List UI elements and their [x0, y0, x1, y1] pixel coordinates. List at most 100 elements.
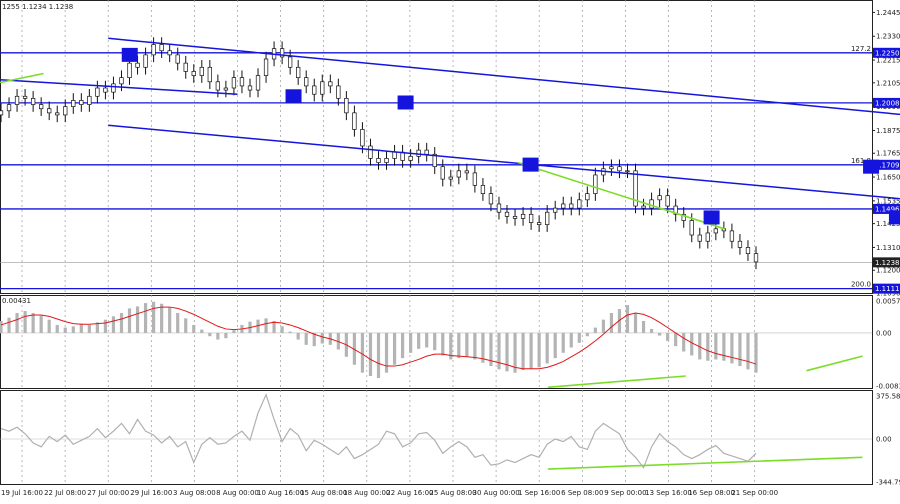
cci-axis-label: -344.79: [876, 479, 900, 487]
x-axis-tick-label: 27 Jul 00:00: [87, 489, 129, 497]
price-tag-box: [873, 283, 900, 294]
candle-body: [432, 153, 437, 168]
candle-body: [472, 172, 478, 186]
macd-histogram-bar: [152, 301, 156, 333]
candle-body: [296, 66, 301, 79]
x-axis-tick-label: 13 Sep 16:00: [645, 489, 692, 497]
price-axis-label: 1.1200: [876, 267, 900, 275]
candle-body: [520, 213, 526, 219]
candle-body: [0, 110, 4, 116]
candle-body: [199, 66, 204, 76]
price-axis-label: 1.2445: [876, 9, 900, 17]
candle-body: [360, 129, 365, 147]
macd-histogram-bar: [706, 332, 710, 361]
candle-body: [753, 253, 759, 263]
signal-marker-box: [703, 210, 720, 225]
macd-histogram-bar: [617, 309, 622, 333]
macd-histogram-bar: [754, 332, 758, 373]
macd-histogram-bar: [577, 332, 581, 343]
candle-body: [312, 85, 317, 95]
candle-body: [22, 95, 28, 99]
candle-body: [440, 166, 445, 180]
candle-body: [223, 87, 229, 91]
macd-histogram-bar: [111, 316, 116, 333]
x-axis-tick-label: 8 Aug 00:00: [216, 489, 259, 497]
signal-marker-box: [522, 157, 539, 172]
macd-histogram-bar: [368, 332, 373, 377]
candle-body: [151, 44, 156, 56]
macd-histogram-bar: [71, 326, 75, 333]
signal-marker-box: [397, 95, 414, 110]
macd-histogram-bar: [465, 332, 469, 357]
x-axis-tick-label: 6 Sep 08:00: [561, 489, 603, 497]
cci-axis-label: 0.00: [876, 436, 892, 444]
macd-histogram-bar: [730, 332, 734, 364]
candle-body: [352, 112, 357, 130]
macd-histogram-bar: [649, 328, 654, 333]
price-tag-label: 1.1111: [875, 285, 900, 293]
candle-body: [649, 199, 654, 209]
macd-histogram-bar: [746, 332, 750, 370]
candle-body: [215, 81, 221, 91]
candle-body: [191, 71, 196, 76]
macd-histogram-bar: [545, 332, 549, 364]
macd-histogram-bar: [39, 315, 43, 333]
macd-histogram-bar: [55, 324, 59, 333]
macd-histogram-bar: [296, 332, 300, 340]
current-price-tag-box: [873, 257, 900, 268]
candle-body: [328, 81, 333, 87]
candle-body: [496, 203, 502, 213]
candle-body: [448, 176, 453, 180]
macd-histogram-bar: [641, 320, 646, 333]
macd-axis-label: 0.00572: [876, 298, 900, 306]
x-axis-tick-label: 29 Jul 16:00: [130, 489, 172, 497]
price-axis-label: 1.2330: [876, 33, 900, 41]
x-axis-tick-label: 30 Aug 00:00: [472, 489, 519, 497]
candle-body: [119, 77, 124, 85]
price-tag-box: [873, 159, 900, 170]
candle-body: [689, 220, 694, 236]
macd-histogram-bar: [714, 332, 718, 360]
macd-value-label: 0.00431: [2, 297, 31, 305]
candle-body: [713, 228, 718, 234]
candle-body: [424, 149, 429, 155]
candle-body: [697, 234, 702, 242]
candle-body: [512, 216, 518, 219]
macd-histogram-bar: [143, 303, 148, 333]
macd-histogram-bar: [376, 332, 381, 378]
macd-histogram-bar: [417, 332, 421, 349]
macd-histogram-bar: [192, 324, 196, 333]
price-divergence-line: [0, 72, 44, 84]
candle-body: [376, 158, 381, 163]
price-axis-label: 1.1650: [876, 174, 900, 182]
macd-histogram-bar: [208, 332, 212, 337]
macd-histogram-bar: [449, 332, 453, 360]
x-axis-tick-label: 22 Aug 16:00: [386, 489, 433, 497]
x-axis-tick-label: 1 Sep 16:00: [518, 489, 560, 497]
macd-histogram-bar: [160, 303, 164, 333]
candle-body: [14, 95, 20, 105]
macd-histogram-bar: [304, 332, 308, 345]
macd-histogram-bar: [561, 332, 565, 353]
candle-body: [207, 66, 212, 83]
candle-body: [183, 62, 188, 72]
x-axis-tick-label: 21 Sep 00:00: [731, 489, 778, 497]
candle-body: [561, 203, 566, 209]
candle-body: [617, 166, 622, 172]
macd-signal-line: [0, 306, 757, 370]
price-axis-label: 1.1765: [876, 150, 900, 158]
macd-divergence-line: [806, 355, 863, 372]
channel-upper-line: [108, 37, 900, 116]
macd-histogram-bar: [31, 313, 35, 333]
candle-body: [729, 230, 735, 242]
cci-pane-border: [0, 390, 873, 485]
macd-histogram-bar: [23, 311, 27, 333]
candle-body: [384, 158, 389, 163]
price-axis-label: 1.2105: [876, 79, 900, 87]
candle-body: [392, 151, 397, 159]
candle-body: [111, 83, 116, 93]
x-axis-tick-label: 19 Jul 16:00: [1, 489, 43, 497]
macd-pane-border: [0, 295, 873, 389]
price-tag-box: [873, 47, 900, 58]
candle-body: [39, 104, 44, 110]
